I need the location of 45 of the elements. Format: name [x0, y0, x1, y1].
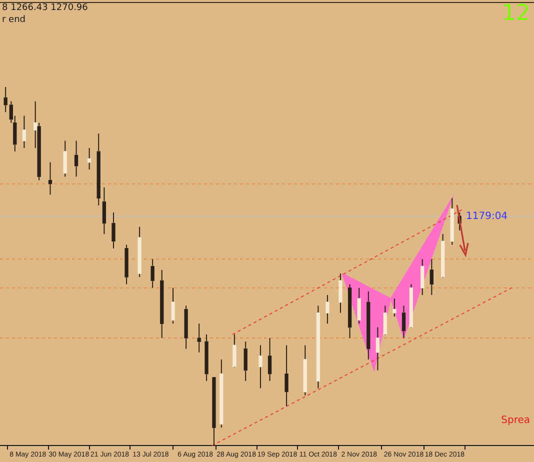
- candlestick: [138, 226, 142, 278]
- candlestick: [268, 338, 272, 382]
- candlestick: [420, 258, 424, 296]
- annotation: Sprea: [501, 415, 530, 426]
- text: 12: [502, 1, 530, 26]
- candlestick: [48, 162, 52, 196]
- candlestick: [160, 269, 164, 339]
- candlestick: [284, 344, 288, 407]
- candlestick: [409, 284, 414, 328]
- candlestick: [348, 284, 352, 339]
- candlestick: [441, 234, 445, 278]
- candlestick: [22, 115, 26, 148]
- candlestick: [366, 290, 370, 360]
- candlestick: [4, 86, 8, 113]
- candlestick: [376, 326, 380, 371]
- candlestick: [450, 198, 454, 246]
- candlestick: [383, 305, 387, 335]
- candlestick: [87, 147, 92, 170]
- candlestick: [220, 359, 224, 428]
- candlestick: [338, 272, 342, 314]
- candlestick: [357, 287, 361, 324]
- candlestick: [326, 294, 330, 324]
- candlestick: [74, 140, 78, 178]
- candlestick: [171, 287, 175, 324]
- candlestick: [150, 258, 154, 288]
- candlestick: [392, 298, 396, 318]
- candlestick: [430, 258, 434, 296]
- text: r end: [2, 15, 26, 26]
- candlestick: [204, 334, 208, 382]
- candlestick: [232, 334, 236, 368]
- candlestick: [124, 244, 128, 285]
- candlestick: [244, 341, 248, 382]
- text: 8 1266.43 1270.96: [2, 3, 88, 14]
- candlestick: [212, 377, 216, 446]
- candlestick: [184, 305, 188, 350]
- candlestick: [112, 212, 116, 249]
- candlestick: [63, 140, 67, 178]
- annotation: 1179:04: [466, 211, 508, 222]
- candlestick: [258, 344, 262, 389]
- candlestick: [96, 133, 100, 206]
- candlestick: [402, 305, 406, 339]
- candlestick: [197, 323, 201, 353]
- candlestick: [102, 186, 106, 235]
- candlestick: [316, 305, 320, 389]
- candlestick: [303, 344, 307, 396]
